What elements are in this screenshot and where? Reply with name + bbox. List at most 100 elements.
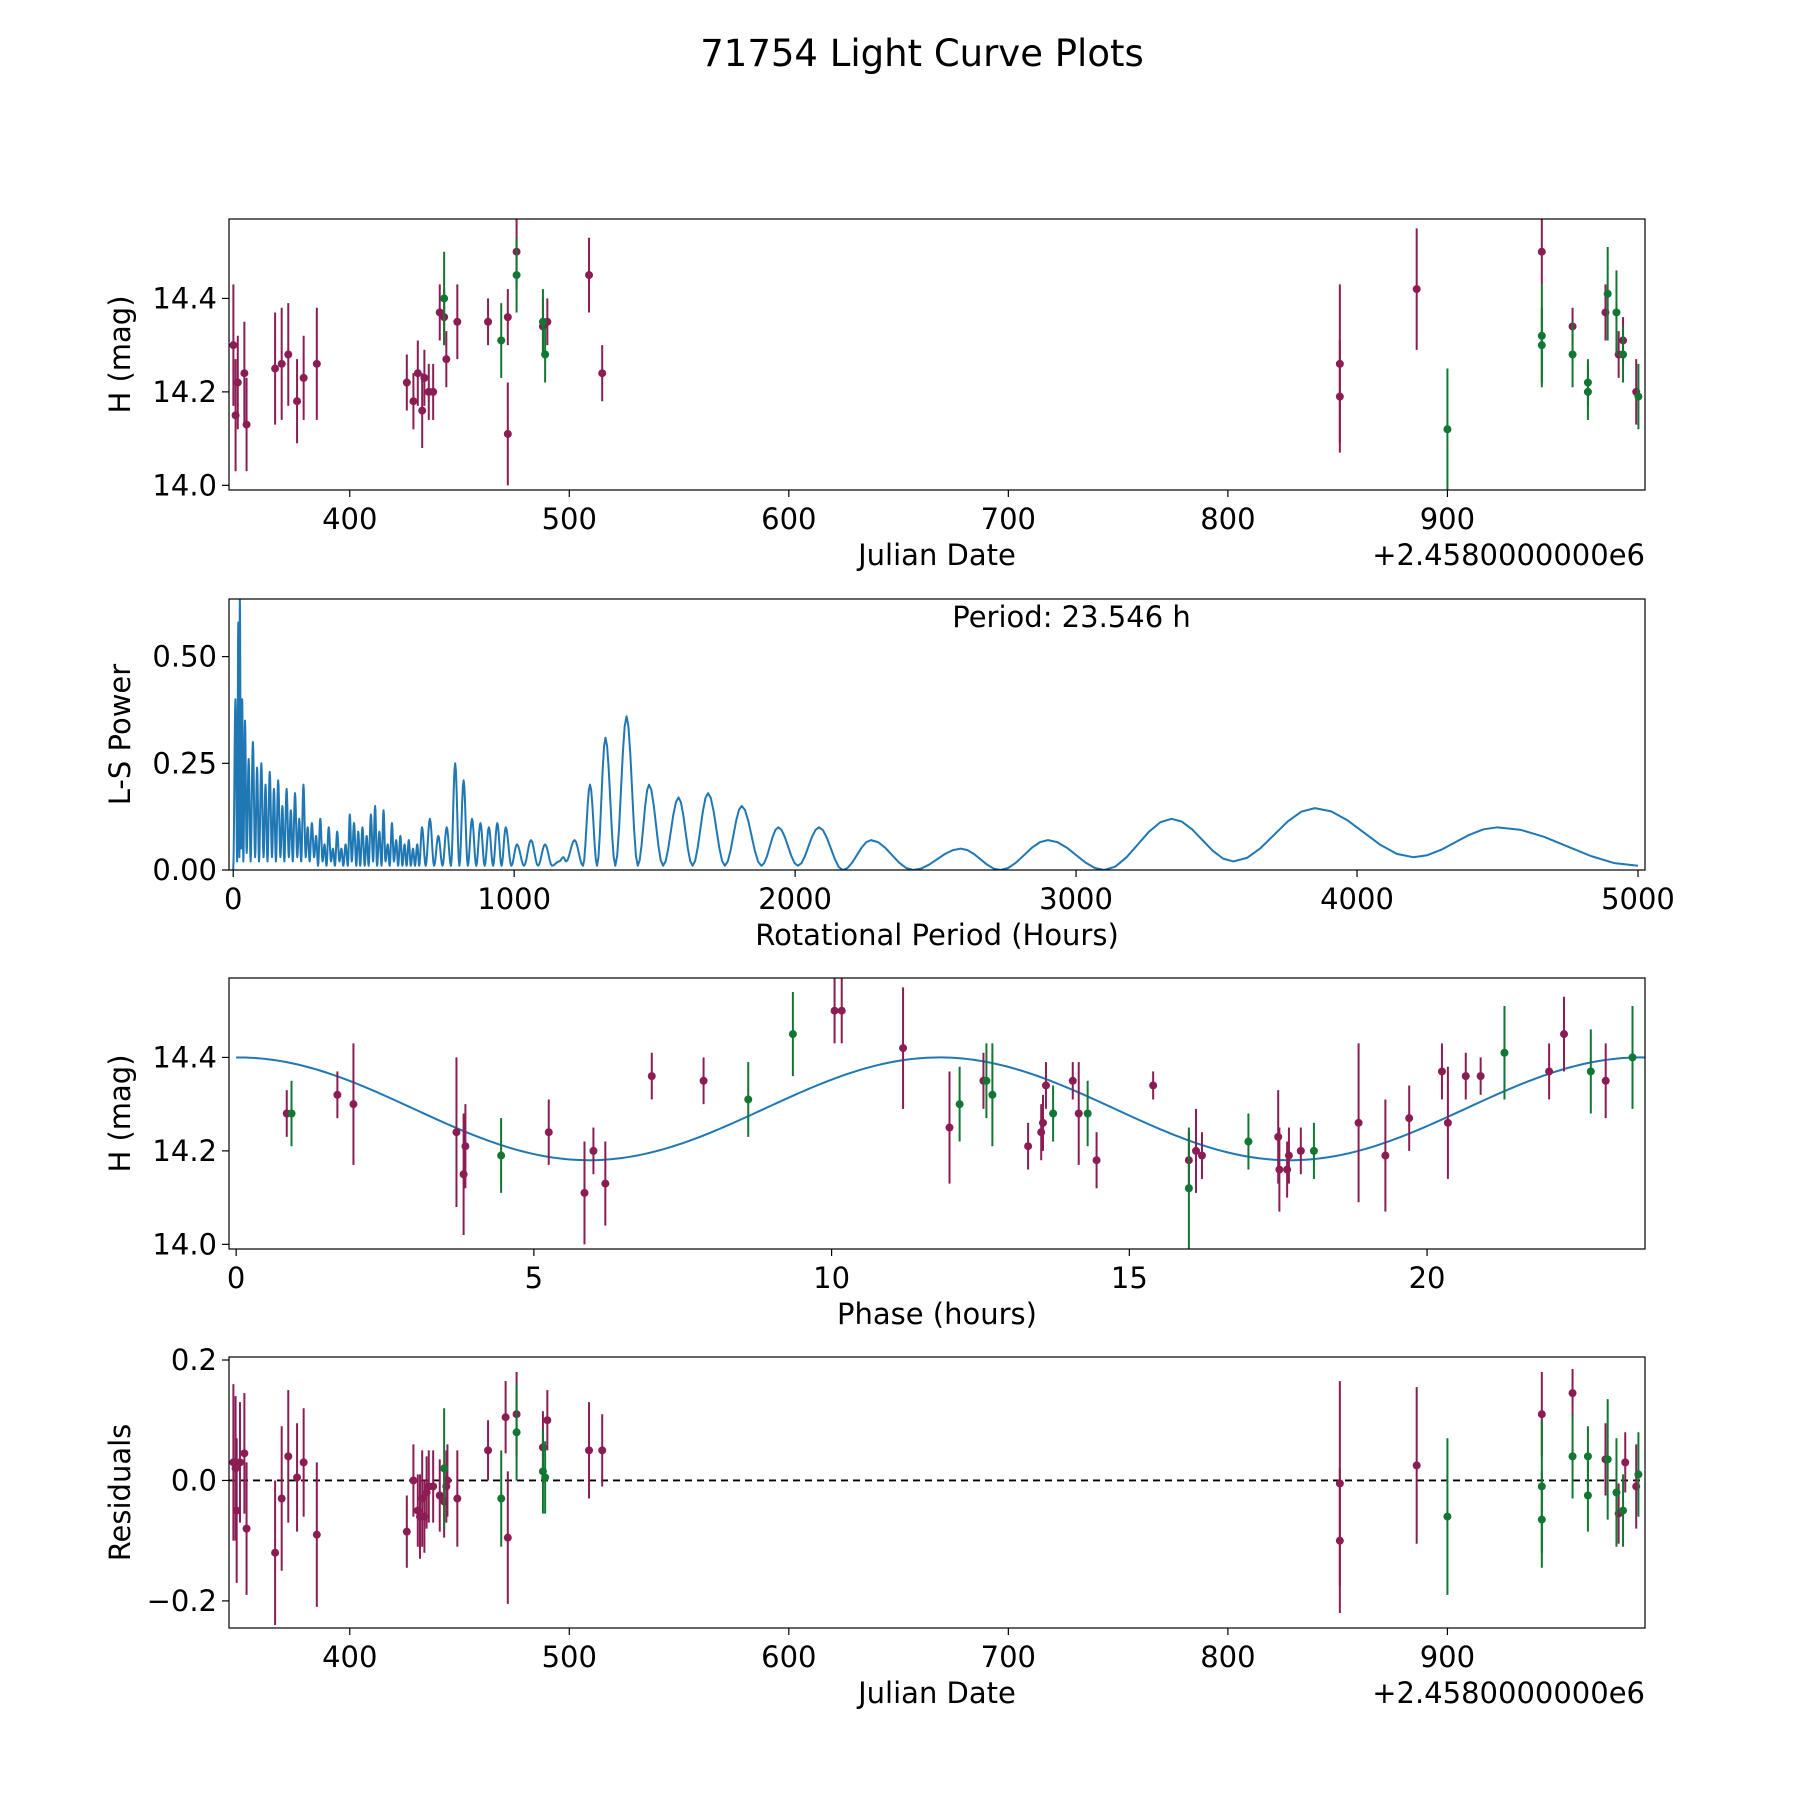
data-point xyxy=(1381,1151,1390,1160)
axes-frame xyxy=(228,598,1646,871)
data-point xyxy=(503,429,512,438)
data-point xyxy=(837,1006,846,1015)
data-point xyxy=(1412,285,1421,294)
y-tick-label: 14.0 xyxy=(152,1227,217,1261)
data-point xyxy=(1634,392,1643,401)
x-axis-label: Phase (hours) xyxy=(837,1297,1037,1331)
data-point xyxy=(1537,1410,1546,1419)
data-point xyxy=(1283,1165,1292,1174)
data-point xyxy=(585,271,594,280)
axes-frame xyxy=(228,218,1646,491)
data-point xyxy=(293,1473,302,1482)
y-tick-label: 14.4 xyxy=(152,281,217,315)
data-point xyxy=(988,1090,997,1099)
data-point xyxy=(277,359,286,368)
data-point xyxy=(435,1491,444,1500)
y-tick-label: 14.2 xyxy=(152,1134,217,1168)
data-point xyxy=(452,1128,461,1137)
x-tick-label: 600 xyxy=(761,502,816,536)
x-tick-label: 5 xyxy=(525,1261,543,1295)
data-point xyxy=(1619,1506,1628,1515)
x-tick-label: 900 xyxy=(1420,1640,1475,1674)
data-point xyxy=(955,1100,964,1109)
data-point xyxy=(503,313,512,322)
lightcurve-panel: 400 500 600 700 800 900 14.0 14.2 14.4 Julian Dat… xyxy=(103,218,1646,572)
data-point xyxy=(1583,1452,1592,1461)
data-point xyxy=(1083,1109,1092,1118)
data-point xyxy=(1275,1165,1284,1174)
y-tick-label: 14.4 xyxy=(152,1040,217,1074)
data-point xyxy=(1412,1461,1421,1470)
data-point xyxy=(420,373,429,382)
data-point xyxy=(453,317,462,326)
data-point xyxy=(1500,1048,1509,1057)
data-point xyxy=(1537,1515,1546,1524)
series-purple-filter xyxy=(229,219,1641,486)
x-tick-label: 700 xyxy=(981,1640,1036,1674)
data-point xyxy=(945,1123,954,1132)
data-point xyxy=(1274,1132,1283,1141)
data-point xyxy=(1296,1146,1305,1155)
data-point xyxy=(443,1476,452,1485)
data-point xyxy=(1568,350,1577,359)
axes-frame xyxy=(228,1356,1646,1629)
data-point xyxy=(1612,1488,1621,1497)
data-point xyxy=(541,350,550,359)
data-point xyxy=(1621,1458,1630,1467)
data-point xyxy=(1476,1072,1485,1081)
data-point xyxy=(293,397,302,406)
x-tick-label: 4000 xyxy=(1320,882,1394,916)
data-point xyxy=(1024,1142,1033,1151)
data-point xyxy=(497,336,506,345)
data-point xyxy=(512,271,521,280)
x-tick-label: 5000 xyxy=(1601,882,1675,916)
y-axis-label: Residuals xyxy=(103,1424,137,1562)
data-point xyxy=(899,1044,908,1053)
data-point xyxy=(1601,1076,1610,1085)
x-tick-label: 800 xyxy=(1200,502,1255,536)
data-point xyxy=(1443,1118,1452,1127)
data-point xyxy=(1068,1076,1077,1085)
x-tick-label: 800 xyxy=(1200,1640,1255,1674)
data-point xyxy=(1037,1128,1046,1137)
period-annotation: Period: 23.546 h xyxy=(952,600,1191,634)
x-tick-label: 15 xyxy=(1111,1261,1148,1295)
data-point xyxy=(1443,1512,1452,1521)
data-point xyxy=(333,1090,342,1099)
data-point xyxy=(1560,1030,1569,1039)
data-point xyxy=(1309,1146,1318,1155)
data-point xyxy=(299,1458,308,1467)
plot-area xyxy=(236,978,1645,1249)
data-point xyxy=(229,341,238,350)
data-point xyxy=(459,1170,468,1179)
data-point xyxy=(1603,289,1612,298)
data-point xyxy=(503,1533,512,1542)
data-point xyxy=(544,1128,553,1137)
residuals-panel: 400 500 600 700 800 900 −0.2 0.0 0.2 Julian Date R… xyxy=(103,1343,1646,1710)
data-point xyxy=(1049,1109,1058,1118)
x-axis-label: Julian Date xyxy=(856,1676,1016,1710)
data-point xyxy=(1568,1389,1577,1398)
data-point xyxy=(1041,1081,1050,1090)
data-point xyxy=(413,369,422,378)
y-axis-label: H (mag) xyxy=(103,1054,137,1172)
x-axis-label: Rotational Period (Hours) xyxy=(755,918,1119,952)
x-axis-label: Julian Date xyxy=(856,538,1016,572)
data-point xyxy=(233,378,242,387)
y-axis-label: L-S Power xyxy=(103,664,137,805)
data-point xyxy=(601,1179,610,1188)
data-point xyxy=(1437,1067,1446,1076)
data-point xyxy=(1284,1151,1293,1160)
data-point xyxy=(1335,392,1344,401)
y-tick-label: 0.0 xyxy=(171,1463,217,1497)
data-point xyxy=(312,359,321,368)
data-point xyxy=(1545,1067,1554,1076)
x-tick-label: 500 xyxy=(542,502,597,536)
data-point xyxy=(512,1428,521,1437)
data-point xyxy=(598,1446,607,1455)
data-point xyxy=(484,317,493,326)
data-point xyxy=(1244,1137,1253,1146)
data-point xyxy=(982,1076,991,1085)
data-point xyxy=(1149,1081,1158,1090)
